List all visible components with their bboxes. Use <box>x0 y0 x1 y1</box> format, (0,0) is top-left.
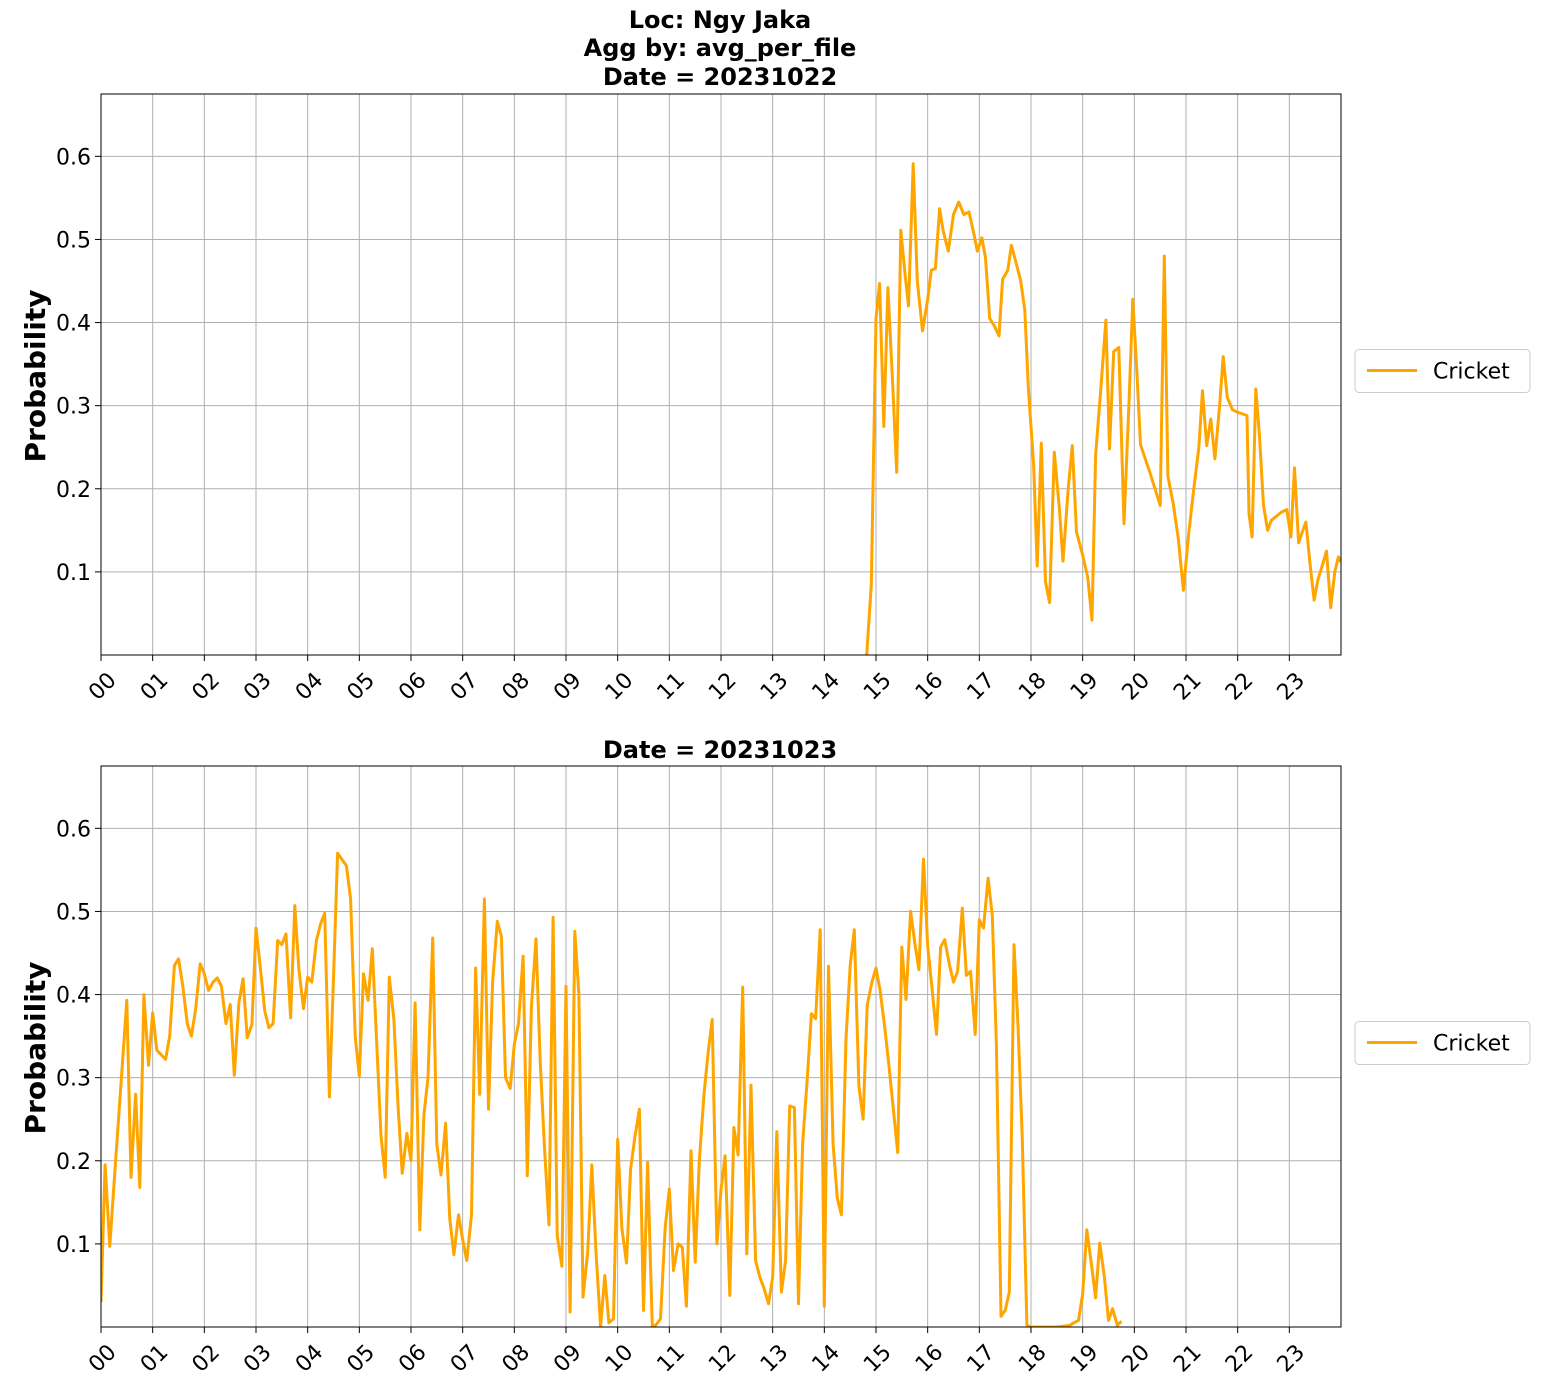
x-tick-label: 23 <box>1273 1340 1310 1377</box>
x-tick-label: 22 <box>1221 668 1258 705</box>
x-tick-label: 22 <box>1221 1340 1258 1377</box>
x-tick-label: 00 <box>84 668 121 705</box>
x-tick-label: 17 <box>963 668 1000 705</box>
x-tick-label: 11 <box>653 1340 690 1377</box>
grid <box>100 766 1341 1327</box>
y-axis-label: Probability <box>19 962 52 1135</box>
legend-box <box>1354 349 1531 393</box>
series-line-cricket <box>865 162 1341 655</box>
y-tick-label: 0.6 <box>56 145 91 170</box>
x-tick-label: 10 <box>601 1340 638 1377</box>
y-axis: 0.1 0.2 0.3 0.4 0.5 0.6 <box>56 145 101 586</box>
x-tick-label: 13 <box>756 1340 793 1377</box>
x-tick-label: 05 <box>343 668 380 705</box>
x-tick-label: 18 <box>1014 668 1051 705</box>
legend: Cricket <box>1354 349 1531 393</box>
x-tick-label: 18 <box>1014 1340 1051 1377</box>
x-tick-label: 11 <box>653 668 690 705</box>
x-tick-label: 00 <box>84 1340 121 1377</box>
y-tick-label: 0.5 <box>56 228 91 253</box>
x-tick-label: 08 <box>498 1340 535 1377</box>
y-tick-label: 0.1 <box>56 561 91 586</box>
legend-label: Cricket <box>1433 1032 1510 1057</box>
x-tick-label: 13 <box>756 668 793 705</box>
x-tick-label: 02 <box>188 1340 225 1377</box>
y-tick-label: 0.3 <box>56 1067 91 1092</box>
x-tick-label: 14 <box>808 1340 845 1377</box>
x-tick-label: 10 <box>601 668 638 705</box>
x-tick-label: 12 <box>704 1340 741 1377</box>
x-tick-label: 01 <box>136 1340 173 1377</box>
x-tick-label: 21 <box>1169 1340 1206 1377</box>
y-tick-label: 0.2 <box>56 1150 91 1175</box>
x-tick-label: 01 <box>136 668 173 705</box>
chart-date-20231023: Date = 20231023 00 01 02 03 04 05 06 07 08 09 10 11… <box>19 736 1531 1377</box>
series-line-cricket <box>101 851 1123 1327</box>
series-layer <box>101 851 1123 1327</box>
y-tick-label: 0.4 <box>56 984 91 1009</box>
x-tick-label: 06 <box>394 1340 431 1377</box>
x-tick-label: 02 <box>188 668 225 705</box>
series-layer <box>865 162 1341 655</box>
x-axis: 00 01 02 03 04 05 06 07 08 09 10 11 12 13 14 15 16 17 18 19… <box>84 655 1310 705</box>
x-tick-label: 15 <box>859 1340 896 1377</box>
grid <box>100 94 1341 655</box>
x-tick-label: 23 <box>1273 668 1310 705</box>
y-tick-label: 0.3 <box>56 395 91 420</box>
y-axis-label: Probability <box>19 290 52 463</box>
x-tick-label: 16 <box>911 1340 948 1377</box>
x-tick-label: 04 <box>291 1340 328 1377</box>
x-axis: 00 01 02 03 04 05 06 07 08 09 10 11 12 13 14 15 16 17 18 19… <box>84 1327 1310 1377</box>
x-tick-label: 09 <box>549 668 586 705</box>
x-tick-label: 07 <box>446 668 483 705</box>
y-tick-label: 0.4 <box>56 312 91 337</box>
x-tick-label: 07 <box>446 1340 483 1377</box>
x-tick-label: 20 <box>1118 668 1155 705</box>
y-tick-label: 0.2 <box>56 478 91 503</box>
legend: Cricket <box>1354 1021 1531 1065</box>
chart-title: Date = 20231022 <box>603 63 837 91</box>
x-tick-label: 21 <box>1169 668 1206 705</box>
x-tick-label: 14 <box>808 668 845 705</box>
x-tick-label: 19 <box>1066 668 1103 705</box>
x-tick-label: 15 <box>859 668 896 705</box>
x-tick-label: 16 <box>911 668 948 705</box>
legend-box <box>1354 1021 1531 1065</box>
y-axis: 0.1 0.2 0.3 0.4 0.5 0.6 <box>56 817 101 1258</box>
x-tick-label: 20 <box>1118 1340 1155 1377</box>
suptitle-aggregation: Agg by: avg_per_file <box>584 34 857 62</box>
x-tick-label: 12 <box>704 668 741 705</box>
chart-title: Date = 20231023 <box>603 736 837 764</box>
x-tick-label: 03 <box>239 1340 276 1377</box>
x-tick-label: 08 <box>498 668 535 705</box>
x-tick-label: 06 <box>394 668 431 705</box>
legend-label: Cricket <box>1433 360 1510 385</box>
y-tick-label: 0.1 <box>56 1233 91 1258</box>
x-tick-label: 03 <box>239 668 276 705</box>
suptitle-location: Loc: Ngy Jaka <box>629 6 812 34</box>
x-tick-label: 05 <box>343 1340 380 1377</box>
x-tick-label: 17 <box>963 1340 1000 1377</box>
y-tick-label: 0.5 <box>56 900 91 925</box>
x-tick-label: 04 <box>291 668 328 705</box>
y-tick-label: 0.6 <box>56 817 91 842</box>
x-tick-label: 09 <box>549 1340 586 1377</box>
chart-date-20231022: Date = 20231022 00 01 02 03 04 05 06 07 08 09 10 11… <box>19 63 1531 705</box>
x-tick-label: 19 <box>1066 1340 1103 1377</box>
